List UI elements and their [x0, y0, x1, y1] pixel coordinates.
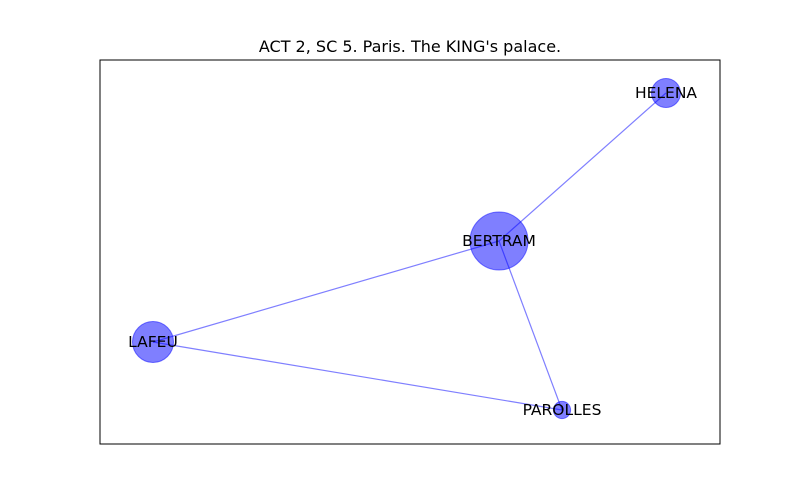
- diagram-title: ACT 2, SC 5. Paris. The KING's palace.: [259, 37, 561, 56]
- edge-bertram-helena: [498, 92, 667, 242]
- labels-layer: HELENA BERTRAM LAFEU PAROLLES: [128, 84, 697, 419]
- edge-lafeu-parolles: [152, 341, 563, 411]
- edge-bertram-parolles: [498, 240, 563, 411]
- node-label-helena: HELENA: [635, 84, 697, 102]
- plot-frame: [99, 59, 721, 445]
- edge-bertram-lafeu: [152, 240, 500, 343]
- node-helena: [651, 78, 681, 108]
- node-parolles: [552, 400, 572, 420]
- nodes-layer: [132, 78, 681, 420]
- edges-layer: [152, 92, 667, 411]
- node-lafeu: [132, 321, 174, 363]
- node-bertram: [469, 211, 529, 271]
- node-label-lafeu: LAFEU: [128, 333, 178, 351]
- node-label-parolles: PAROLLES: [523, 401, 602, 419]
- node-label-bertram: BERTRAM: [462, 232, 536, 250]
